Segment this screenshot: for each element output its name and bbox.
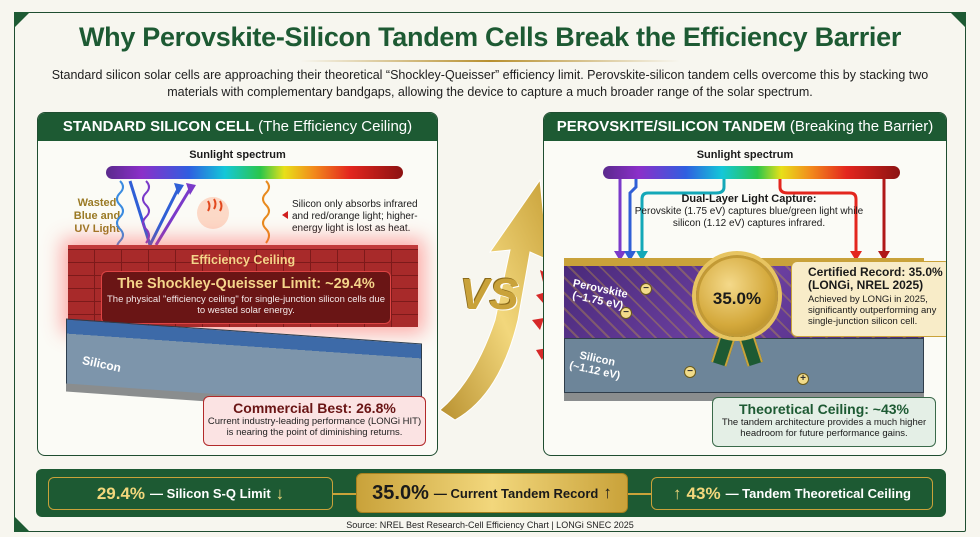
- panel-title: PEROVSKITE/SILICON TANDEM: [556, 118, 786, 135]
- vs-label: VS: [460, 270, 519, 319]
- stat-tandem-record: 35.0% — Current Tandem Record ↑: [356, 473, 628, 513]
- commercial-best-description: Current industry-leading performance (LO…: [207, 416, 422, 438]
- absorption-note: Silicon only absorbs infrared and red/or…: [292, 199, 418, 234]
- commercial-best-callout: Commercial Best: 26.8% Current industry-…: [203, 396, 426, 446]
- down-arrow-icon: ↓: [275, 483, 285, 503]
- certified-record-callout: Certified Record: 35.0% (LONGi, NREL 202…: [791, 261, 946, 337]
- summary-bar: 29.4% — Silicon S-Q Limit ↓ 35.0% — Curr…: [36, 469, 946, 517]
- connector-line: [628, 493, 651, 495]
- stat-label: — Current Tandem Record: [433, 485, 599, 501]
- stat-label: — Tandem Theoretical Ceiling: [725, 486, 911, 501]
- tandem-panel: PEROVSKITE/SILICON TANDEM (Breaking the …: [543, 112, 947, 456]
- sq-limit-title: The Shockley-Queisser Limit: ~29.4%: [117, 276, 375, 292]
- stat-value: 43%: [686, 483, 721, 503]
- infographic-frame: [14, 12, 966, 532]
- dual-layer-note: Dual-Layer Light Capture: Perovskite (1.…: [624, 193, 874, 230]
- wasted-light-label: Wasted Blue and UV Light: [73, 197, 121, 235]
- sq-limit-description: The physical "efficiency ceiling" for si…: [107, 294, 385, 316]
- electron-charge-icon: −: [620, 307, 632, 319]
- efficiency-ceiling-wall: Efficiency Ceiling The Shockley-Queisser…: [68, 245, 418, 327]
- panel-subtitle: (Breaking the Barrier): [789, 118, 934, 135]
- wall-title: Efficiency Ceiling: [190, 253, 296, 267]
- hole-charge-icon: +: [797, 373, 809, 385]
- shockley-queisser-callout: The Shockley-Queisser Limit: ~29.4% The …: [101, 271, 391, 324]
- title-divider: [300, 60, 680, 62]
- connector-line: [333, 493, 356, 495]
- corner-ornament: [14, 516, 30, 532]
- source-citation: Source: NREL Best Research-Cell Efficien…: [346, 520, 634, 530]
- page-title: Why Perovskite-Silicon Tandem Cells Brea…: [78, 22, 902, 52]
- record-medal-icon: 35.0%: [696, 255, 778, 337]
- theory-title: Theoretical Ceiling: ~43%: [739, 401, 909, 417]
- record-description: Achieved by LONGi in 2025, significantly…: [808, 294, 937, 327]
- record-title: Certified Record: 35.0% (LONGi, NREL 202…: [808, 265, 943, 292]
- panel-title: STANDARD SILICON CELL: [62, 118, 254, 135]
- up-arrow-icon: ↑: [673, 483, 682, 503]
- electron-charge-icon: −: [684, 366, 696, 378]
- stat-value: 35.0%: [372, 481, 429, 504]
- intro-paragraph: Standard silicon solar cells are approac…: [51, 68, 929, 99]
- panel-subtitle: (The Efficiency Ceiling): [258, 118, 413, 135]
- medal-value: 35.0%: [712, 289, 762, 308]
- corner-ornament: [950, 12, 966, 28]
- sunlight-spectrum-bar: [106, 166, 403, 179]
- stat-theoretical-ceiling: ↑ 43% — Tandem Theoretical Ceiling: [651, 477, 933, 510]
- stat-label: — Silicon S-Q Limit: [150, 486, 271, 501]
- stat-value: 29.4%: [96, 483, 146, 503]
- spectrum-label: Sunlight spectrum: [696, 149, 794, 161]
- electron-charge-icon: −: [640, 283, 652, 295]
- standard-silicon-panel: STANDARD SILICON CELL (The Efficiency Ce…: [37, 112, 438, 456]
- dual-layer-description: Perovskite (1.75 eV) captures blue/green…: [634, 206, 864, 229]
- corner-ornament: [14, 12, 30, 28]
- stat-silicon-limit: 29.4% — Silicon S-Q Limit ↓: [48, 477, 333, 510]
- spectrum-label: Sunlight spectrum: [189, 149, 286, 161]
- dual-layer-title: Dual-Layer Light Capture:: [681, 193, 817, 205]
- sunlight-spectrum-bar: [603, 166, 900, 179]
- panel-header: PEROVSKITE/SILICON TANDEM (Breaking the …: [544, 113, 946, 141]
- theory-description: The tandem architecture provides a much …: [721, 417, 927, 439]
- theoretical-ceiling-callout: Theoretical Ceiling: ~43% The tandem arc…: [712, 397, 936, 447]
- up-arrow-icon: ↑: [603, 483, 612, 502]
- commercial-best-title: Commercial Best: 26.8%: [233, 400, 396, 416]
- panel-header: STANDARD SILICON CELL (The Efficiency Ce…: [38, 113, 437, 141]
